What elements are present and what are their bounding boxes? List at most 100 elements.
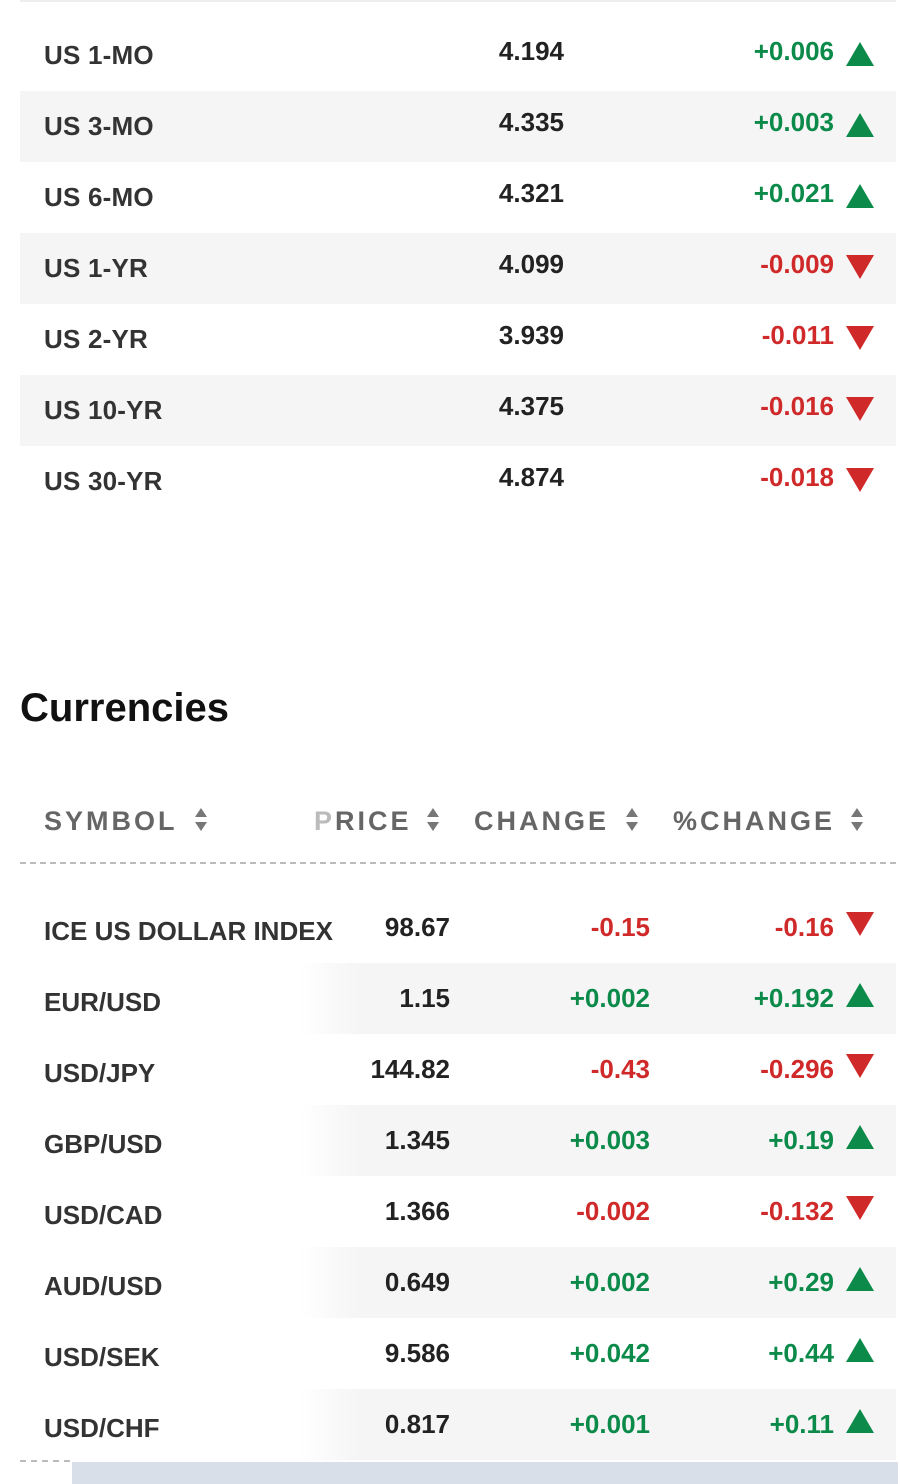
bond-name[interactable]: US 1-MO bbox=[44, 40, 154, 70]
header-price-rest: RICE bbox=[335, 806, 412, 836]
currency-row[interactable]: GBP/USD 1.345 +0.003 +0.19 bbox=[20, 1105, 896, 1176]
bond-price: 4.099 bbox=[498, 249, 564, 279]
currency-row[interactable]: AUD/USD 0.649 +0.002 +0.29 bbox=[20, 1247, 896, 1318]
bond-change: +0.006 bbox=[753, 36, 834, 66]
bond-row[interactable]: US 10-YR 4.375 -0.016 bbox=[20, 375, 896, 446]
arrow-down-icon bbox=[846, 397, 874, 421]
currency-symbol[interactable]: USD/CHF bbox=[44, 1413, 160, 1443]
currency-row[interactable]: USD/CHF 0.817 +0.001 +0.11 bbox=[20, 1389, 896, 1460]
bond-row[interactable]: US 30-YR 4.874 -0.018 bbox=[20, 446, 896, 517]
bond-name[interactable]: US 30-YR bbox=[44, 466, 163, 496]
bond-row[interactable]: US 6-MO 4.321 +0.021 bbox=[20, 162, 896, 233]
sort-icon[interactable] bbox=[194, 806, 208, 834]
currency-symbol[interactable]: ICE US DOLLAR INDEX bbox=[44, 916, 333, 946]
currency-price: 0.649 bbox=[384, 1267, 450, 1297]
bond-price: 4.874 bbox=[498, 462, 564, 492]
column-header-symbol[interactable]: SYMBOL bbox=[44, 806, 178, 836]
bond-row[interactable]: US 1-YR 4.099 -0.009 bbox=[20, 233, 896, 304]
currency-symbol[interactable]: USD/SEK bbox=[44, 1342, 160, 1372]
currency-row[interactable]: USD/JPY 144.82 -0.43 -0.296 bbox=[20, 1034, 896, 1105]
currency-symbol[interactable]: AUD/USD bbox=[44, 1271, 163, 1301]
bonds-table: US 1-MO 4.194 +0.006 US 3-MO 4.335 +0.00… bbox=[20, 20, 896, 517]
header-price-first-letter: P bbox=[314, 806, 336, 836]
bond-row[interactable]: US 3-MO 4.335 +0.003 bbox=[20, 91, 896, 162]
bond-change: -0.011 bbox=[761, 320, 834, 350]
bond-name[interactable]: US 10-YR bbox=[44, 395, 163, 425]
arrow-up-icon bbox=[846, 42, 874, 66]
currency-pct-change: +0.19 bbox=[768, 1125, 834, 1155]
scrollbar[interactable] bbox=[72, 1462, 898, 1484]
arrow-down-icon bbox=[846, 912, 874, 936]
currency-change: +0.002 bbox=[569, 1267, 650, 1297]
bond-name[interactable]: US 3-MO bbox=[44, 111, 154, 141]
currency-change: +0.042 bbox=[569, 1338, 650, 1368]
currency-row[interactable]: USD/SEK 9.586 +0.042 +0.44 bbox=[20, 1318, 896, 1389]
arrow-up-icon bbox=[846, 1338, 874, 1362]
table-header: SYMBOL PRICE CHANGE %CHANGE bbox=[20, 800, 896, 864]
currency-pct-change: +0.192 bbox=[753, 983, 834, 1013]
currency-pct-change: -0.16 bbox=[774, 912, 834, 942]
divider bbox=[20, 0, 896, 2]
column-header-price[interactable]: PRICE bbox=[314, 806, 412, 837]
currency-pct-change: +0.44 bbox=[768, 1338, 834, 1368]
currency-change: -0.15 bbox=[590, 912, 650, 942]
currency-pct-change: -0.296 bbox=[760, 1054, 834, 1084]
column-header-pct-change[interactable]: %CHANGE bbox=[673, 806, 836, 836]
section-title: Currencies bbox=[20, 686, 229, 730]
currency-price: 0.817 bbox=[384, 1409, 450, 1439]
arrow-down-icon bbox=[846, 326, 874, 350]
bond-row[interactable]: US 1-MO 4.194 +0.006 bbox=[20, 20, 896, 91]
currency-change: -0.43 bbox=[590, 1054, 650, 1084]
bond-price: 4.335 bbox=[498, 107, 564, 137]
bond-name[interactable]: US 2-YR bbox=[44, 324, 148, 354]
bond-price: 4.194 bbox=[498, 36, 564, 66]
currency-row[interactable]: ICE US DOLLAR INDEX 98.67 -0.15 -0.16 bbox=[20, 892, 896, 963]
bond-price: 4.375 bbox=[498, 391, 564, 421]
currency-pct-change: +0.29 bbox=[768, 1267, 834, 1297]
currency-price: 144.82 bbox=[370, 1054, 450, 1084]
column-header-change[interactable]: CHANGE bbox=[474, 806, 610, 836]
arrow-up-icon bbox=[846, 184, 874, 208]
arrow-up-icon bbox=[846, 1409, 874, 1433]
arrow-down-icon bbox=[846, 1054, 874, 1078]
currency-price: 1.366 bbox=[384, 1196, 450, 1226]
currency-row[interactable]: EUR/USD 1.15 +0.002 +0.192 bbox=[20, 963, 896, 1034]
bond-price: 4.321 bbox=[498, 178, 564, 208]
arrow-up-icon bbox=[846, 983, 874, 1007]
bond-change: +0.021 bbox=[753, 178, 834, 208]
currency-symbol[interactable]: USD/JPY bbox=[44, 1058, 156, 1088]
currency-pct-change: +0.11 bbox=[769, 1409, 834, 1439]
currencies-table: ICE US DOLLAR INDEX 98.67 -0.15 -0.16 EU… bbox=[20, 892, 896, 1460]
arrow-down-icon bbox=[846, 1196, 874, 1220]
arrow-down-icon bbox=[846, 468, 874, 492]
currency-symbol[interactable]: GBP/USD bbox=[44, 1129, 163, 1159]
bond-row[interactable]: US 2-YR 3.939 -0.011 bbox=[20, 304, 896, 375]
arrow-down-icon bbox=[846, 255, 874, 279]
currency-row[interactable]: USD/CAD 1.366 -0.002 -0.132 bbox=[20, 1176, 896, 1247]
sort-icon[interactable] bbox=[625, 806, 639, 834]
arrow-up-icon bbox=[846, 1125, 874, 1149]
currency-price: 1.345 bbox=[384, 1125, 450, 1155]
bond-change: -0.009 bbox=[760, 249, 834, 279]
currency-price: 9.586 bbox=[384, 1338, 450, 1368]
currency-change: +0.002 bbox=[569, 983, 650, 1013]
bond-name[interactable]: US 1-YR bbox=[44, 253, 148, 283]
currency-change: +0.001 bbox=[569, 1409, 650, 1439]
currency-change: -0.002 bbox=[576, 1196, 650, 1226]
currency-symbol[interactable]: EUR/USD bbox=[44, 987, 162, 1017]
bond-change: +0.003 bbox=[753, 107, 834, 137]
sort-icon[interactable] bbox=[426, 806, 440, 834]
currency-price: 1.15 bbox=[399, 983, 450, 1013]
currency-pct-change: -0.132 bbox=[760, 1196, 834, 1226]
bond-price: 3.939 bbox=[498, 320, 564, 350]
arrow-up-icon bbox=[846, 113, 874, 137]
currency-price: 98.67 bbox=[384, 912, 450, 942]
bond-name[interactable]: US 6-MO bbox=[44, 182, 154, 212]
currency-symbol[interactable]: USD/CAD bbox=[44, 1200, 163, 1230]
sort-icon[interactable] bbox=[850, 806, 864, 834]
divider bbox=[20, 1460, 70, 1462]
currency-change: +0.003 bbox=[569, 1125, 650, 1155]
arrow-up-icon bbox=[846, 1267, 874, 1291]
bond-change: -0.016 bbox=[760, 391, 834, 421]
